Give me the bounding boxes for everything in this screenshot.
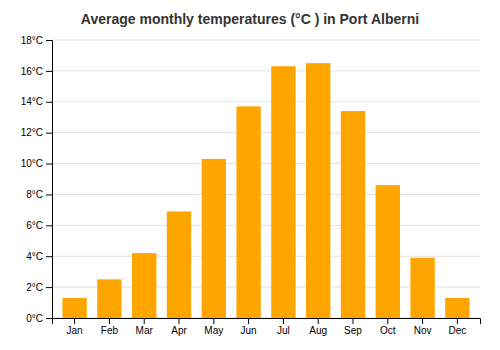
x-tick: Apr (171, 318, 187, 336)
x-tick: Aug (309, 318, 327, 336)
x-tick-mark (318, 318, 319, 324)
x-tick-mark (283, 318, 284, 324)
y-tick: 18°C (21, 35, 52, 46)
y-tick-label: 2°C (26, 282, 43, 293)
x-axis-line (53, 319, 481, 325)
bar (410, 258, 434, 318)
bar (97, 279, 121, 318)
x-tick-mark (457, 318, 458, 324)
y-tick-label: 18°C (21, 35, 43, 46)
x-tick-mark (74, 318, 75, 324)
x-tick-mark (179, 318, 180, 324)
y-tick: 2°C (26, 282, 52, 293)
x-tick-mark (387, 318, 388, 324)
x-tick-label: Feb (101, 325, 119, 336)
grid-line (52, 70, 480, 71)
y-tick-label: 0°C (26, 313, 43, 324)
y-tick: 8°C (26, 189, 52, 200)
y-tick: 12°C (21, 127, 52, 138)
bar (167, 211, 191, 318)
x-tick: Jun (241, 318, 257, 336)
x-tick-label: Jul (277, 325, 290, 336)
grid-line (52, 163, 480, 164)
grid-line (52, 256, 480, 257)
x-tick: Oct (380, 318, 396, 336)
x-tick-mark (109, 318, 110, 324)
bar (376, 185, 400, 318)
grid-line (52, 194, 480, 195)
bar (132, 253, 156, 318)
x-tick-label: Apr (171, 325, 187, 336)
x-tick: May (204, 318, 223, 336)
y-tick-label: 12°C (21, 127, 43, 138)
y-tick-label: 4°C (26, 251, 43, 262)
y-tick-label: 10°C (21, 158, 43, 169)
bar (445, 298, 469, 318)
x-tick-label: Jun (241, 325, 257, 336)
x-tick: Nov (414, 318, 432, 336)
y-axis-line (46, 41, 53, 319)
grid (52, 40, 480, 318)
x-axis: Jan Feb Mar Apr May Jun Jul Aug Sep Oct Nov Dec (53, 318, 481, 336)
y-tick: 4°C (26, 251, 52, 262)
y-tick-mark (46, 71, 52, 72)
x-tick-label: Aug (309, 325, 327, 336)
y-tick: 10°C (21, 158, 52, 169)
x-tick: Dec (448, 318, 466, 336)
y-tick-label: 8°C (26, 189, 43, 200)
bar (306, 63, 330, 318)
y-tick-mark (46, 194, 52, 195)
bar (202, 159, 226, 318)
x-tick: Jul (277, 318, 290, 336)
x-tick-mark (352, 318, 353, 324)
x-tick: Mar (136, 318, 154, 336)
y-axis: 0°C 2°C 4°C 6°C 8°C 10°C 12°C 14°C 16°C 18°C (21, 35, 53, 324)
x-tick: Jan (67, 318, 83, 336)
x-tick: Sep (344, 318, 362, 336)
y-tick: 0°C (26, 313, 52, 324)
y-tick: 14°C (21, 96, 52, 107)
y-tick-mark (46, 287, 52, 288)
y-tick-mark (46, 164, 52, 165)
y-tick-mark (46, 40, 52, 41)
bar (62, 298, 86, 318)
y-tick-mark (46, 256, 52, 257)
x-tick-mark (144, 318, 145, 324)
bar (236, 106, 260, 318)
y-tick: 6°C (26, 220, 52, 231)
title: Average monthly temperatures (°C ) in Po… (81, 11, 419, 27)
y-tick: 16°C (21, 66, 52, 77)
x-tick-label: May (204, 325, 223, 336)
grid-line (52, 225, 480, 226)
y-tick-mark (46, 318, 52, 319)
grid-line (52, 132, 480, 133)
chart-container: 0°C 2°C 4°C 6°C 8°C 10°C 12°C 14°C 16°C 18°C Jan Fe… (0, 0, 500, 350)
x-tick-label: Jan (67, 325, 83, 336)
x-tick-mark (213, 318, 214, 324)
x-tick-mark (422, 318, 423, 324)
x-tick-label: Dec (448, 325, 466, 336)
x-tick-mark (248, 318, 249, 324)
x-tick-label: Oct (380, 325, 396, 336)
y-tick-label: 14°C (21, 96, 43, 107)
x-tick: Feb (101, 318, 119, 336)
bar (271, 66, 295, 318)
grid-line (52, 40, 480, 41)
x-tick-label: Sep (344, 325, 362, 336)
grid-line (52, 101, 480, 102)
y-tick-mark (46, 102, 52, 103)
x-tick-label: Mar (136, 325, 154, 336)
x-tick-label: Nov (414, 325, 432, 336)
y-tick-mark (46, 225, 52, 226)
y-tick-label: 6°C (26, 220, 43, 231)
y-tick-mark (46, 133, 52, 134)
y-tick-label: 16°C (21, 66, 43, 77)
chart-svg: 0°C 2°C 4°C 6°C 8°C 10°C 12°C 14°C 16°C 18°C Jan Fe… (0, 0, 500, 350)
bar (341, 111, 365, 318)
plot-area: 0°C 2°C 4°C 6°C 8°C 10°C 12°C 14°C 16°C 18°C Jan Fe… (21, 35, 481, 336)
bars (62, 63, 469, 318)
